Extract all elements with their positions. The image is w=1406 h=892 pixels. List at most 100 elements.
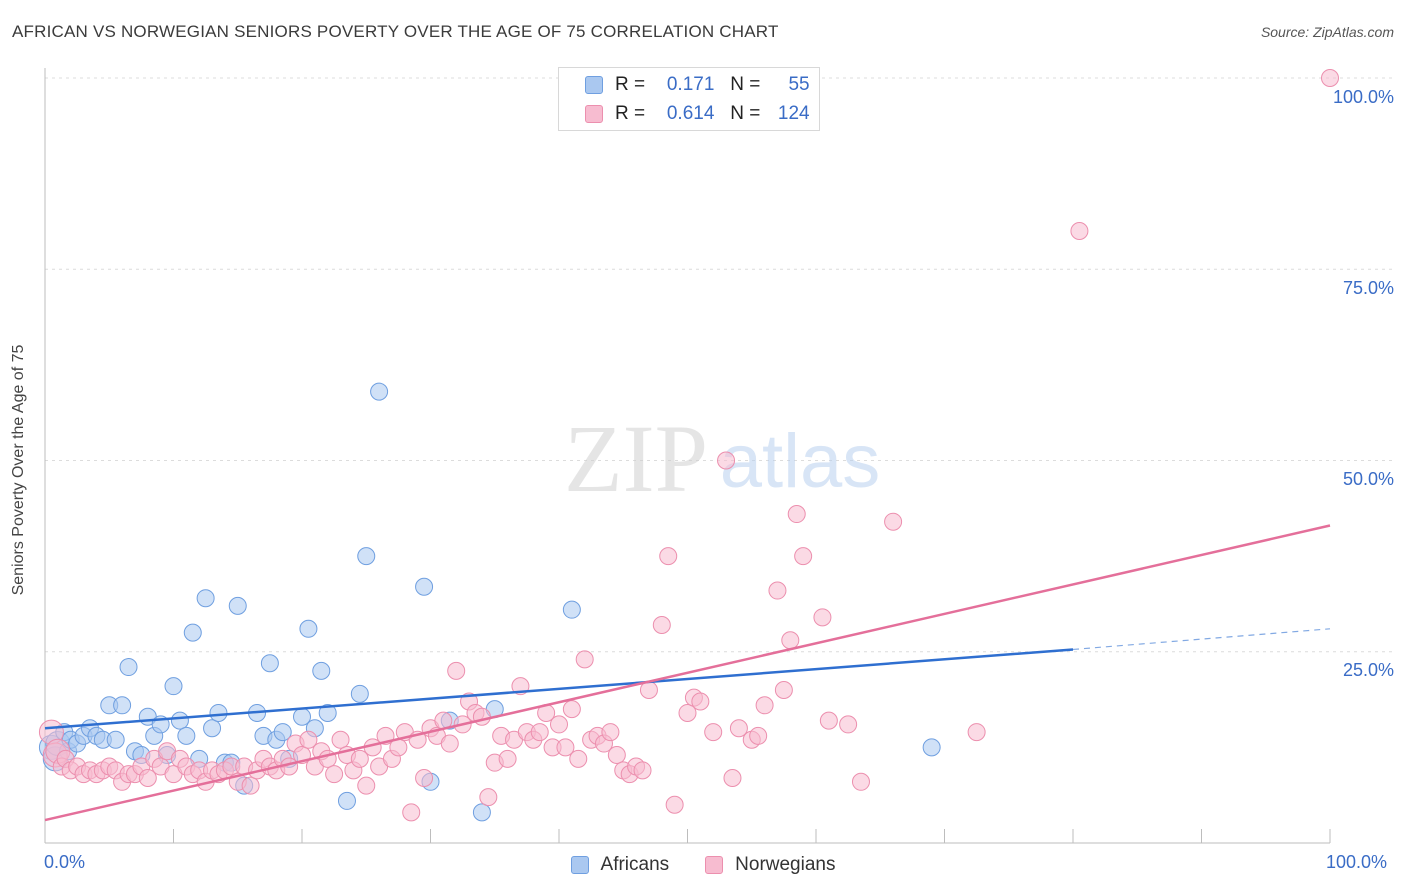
- legend-item-africans[interactable]: Africans: [570, 854, 670, 876]
- legend-r-label: R =: [615, 74, 646, 95]
- chart-title: AFRICAN VS NORWEGIAN SENIORS POVERTY OVE…: [12, 22, 779, 41]
- data-point-africans: [196, 589, 215, 608]
- y-tick-25: 25.0%: [1342, 660, 1394, 680]
- data-point-norwegians: [331, 730, 350, 749]
- data-point-africans: [357, 547, 376, 566]
- data-point-norwegians: [774, 681, 793, 699]
- data-point-africans: [209, 703, 228, 722]
- data-point-africans: [350, 684, 369, 703]
- data-point-africans: [273, 723, 292, 742]
- data-point-norwegians: [1070, 222, 1089, 240]
- legend-r-label: R =: [615, 103, 646, 124]
- data-point-norwegians: [781, 631, 800, 650]
- data-point-norwegians: [607, 746, 626, 765]
- legend-swatch-norwegians: [705, 856, 724, 874]
- legend-row-norwegians: R = 0.614 N = 124: [585, 101, 810, 127]
- data-point-africans: [260, 654, 279, 673]
- data-point-norwegians: [717, 451, 736, 470]
- data-point-africans: [312, 661, 331, 680]
- data-point-africans: [164, 677, 183, 696]
- trend-lines: [44, 524, 1331, 822]
- data-point-africans: [562, 600, 581, 619]
- data-point-norwegians: [633, 761, 652, 780]
- legend-label-africans: Africans: [600, 854, 670, 875]
- y-tick-100: 100.0%: [1332, 87, 1394, 107]
- data-point-norwegians: [813, 608, 832, 627]
- data-point-africans: [922, 738, 941, 757]
- stats-legend: R = 0.171 N = 55 R = 0.614 N = 124: [558, 67, 820, 131]
- trend-line-africans: [44, 648, 1074, 730]
- data-point-africans: [299, 619, 318, 638]
- legend-n-value: 124: [777, 103, 810, 124]
- axes: [44, 68, 1331, 844]
- data-point-africans: [472, 803, 491, 822]
- watermark-atlas: atlas: [720, 419, 881, 504]
- data-point-norwegians: [794, 547, 813, 566]
- series-norwegians-points: [38, 69, 1339, 822]
- data-point-norwegians: [723, 768, 742, 787]
- watermark-zip: ZIP: [564, 405, 708, 512]
- data-point-africans: [106, 730, 125, 749]
- data-point-norwegians: [884, 512, 903, 531]
- data-point-norwegians: [350, 749, 369, 768]
- legend-item-norwegians[interactable]: Norwegians: [705, 854, 835, 876]
- data-point-norwegians: [659, 547, 678, 566]
- data-point-norwegians: [967, 723, 986, 742]
- x-tick-min: 0.0%: [44, 852, 86, 872]
- data-point-africans: [113, 696, 132, 715]
- data-point-norwegians: [138, 768, 157, 787]
- watermark: ZIP atlas: [564, 405, 880, 512]
- legend-swatch-africans: [585, 76, 603, 94]
- data-point-norwegians: [562, 700, 581, 719]
- legend-r-value: 0.171: [666, 74, 715, 95]
- data-point-norwegians: [479, 788, 498, 807]
- trend-line-africans-extrapolated: [1072, 628, 1331, 651]
- data-point-norwegians: [749, 726, 768, 745]
- data-point-norwegians: [755, 696, 774, 715]
- y-tick-75: 75.0%: [1342, 278, 1394, 298]
- data-point-africans: [183, 623, 202, 642]
- x-tick-max: 100.0%: [1326, 852, 1388, 872]
- data-point-norwegians: [839, 715, 858, 734]
- data-point-africans: [177, 726, 196, 745]
- data-point-norwegians: [440, 734, 459, 753]
- data-point-norwegians: [530, 723, 549, 742]
- legend-label-norwegians: Norwegians: [735, 854, 836, 875]
- series-legend: Africans Norwegians: [0, 850, 1406, 880]
- data-point-norwegians: [402, 803, 421, 822]
- data-point-africans: [415, 577, 434, 596]
- data-point-norwegians: [569, 749, 588, 768]
- data-point-norwegians: [357, 776, 376, 795]
- data-point-norwegians: [241, 776, 260, 795]
- data-point-africans: [228, 596, 247, 615]
- source-label: Source: ZipAtlas.com: [1260, 24, 1394, 40]
- data-point-norwegians: [819, 711, 838, 730]
- data-point-norwegians: [704, 723, 723, 742]
- data-point-norwegians: [575, 650, 594, 669]
- gridlines: [45, 77, 1392, 653]
- data-point-norwegians: [768, 581, 787, 600]
- legend-n-label: N =: [730, 103, 761, 124]
- data-point-norwegians: [787, 505, 806, 524]
- legend-r-value: 0.614: [666, 103, 715, 124]
- data-point-norwegians: [415, 768, 434, 787]
- legend-swatch-norwegians: [585, 105, 603, 123]
- data-point-norwegians: [601, 723, 620, 742]
- y-axis-label: Seniors Poverty Over the Age of 75: [10, 344, 27, 596]
- data-point-africans: [370, 382, 389, 401]
- data-point-norwegians: [729, 719, 748, 738]
- data-point-norwegians: [550, 715, 568, 734]
- data-point-africans: [203, 719, 222, 738]
- data-point-norwegians: [472, 707, 491, 726]
- data-point-norwegians: [498, 749, 517, 768]
- legend-n-label: N =: [730, 74, 761, 95]
- data-point-africans: [337, 791, 356, 810]
- data-point-norwegians: [325, 765, 344, 784]
- data-point-africans: [119, 658, 138, 677]
- data-point-norwegians: [1321, 69, 1339, 87]
- data-point-africans: [318, 703, 337, 722]
- data-point-africans: [170, 711, 189, 730]
- data-point-norwegians: [678, 703, 697, 722]
- y-tick-50: 50.0%: [1342, 469, 1394, 489]
